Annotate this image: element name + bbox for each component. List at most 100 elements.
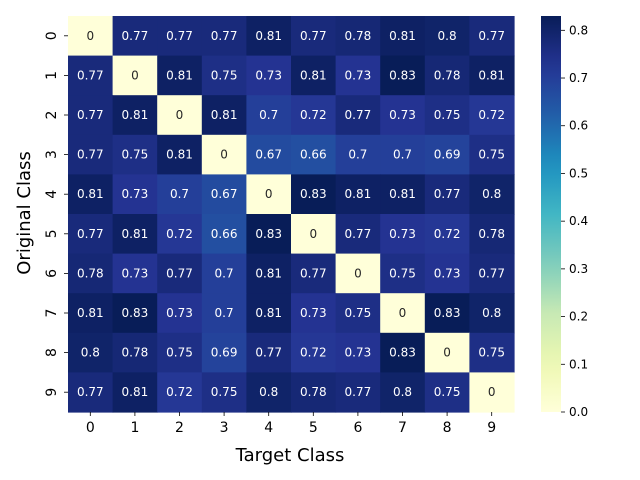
heatmap-cell-value: 0.81 [255, 306, 282, 320]
heatmap-cell-value: 0.81 [122, 385, 149, 399]
heatmap-cell-value: 0.78 [478, 227, 505, 241]
heatmap-cell [112, 253, 158, 294]
heatmap-cell [157, 95, 203, 136]
colorbar-tick-label: 0.3 [569, 262, 588, 276]
heatmap-cell [291, 95, 337, 136]
heatmap-cell-value: 0.69 [211, 346, 238, 360]
heatmap-cells [68, 16, 515, 413]
heatmap-cell [335, 372, 381, 413]
heatmap-cell-value: 0.73 [166, 306, 193, 320]
colorbar-gradient [541, 16, 561, 412]
heatmap-cell-value: 0.81 [166, 68, 193, 82]
heatmap-cell-value: 0.75 [434, 108, 461, 122]
heatmap-cell-value: 0.77 [77, 68, 104, 82]
heatmap-cell-value: 0.8 [438, 29, 457, 43]
x-axis-ticks: 0 1 2 3 4 5 6 7 8 9 [86, 412, 496, 436]
heatmap-cell [424, 95, 470, 136]
heatmap-cell-value: 0.72 [300, 108, 327, 122]
heatmap-cell [68, 372, 114, 413]
heatmap-cell [246, 332, 292, 373]
heatmap-cell-value: 0.72 [166, 385, 193, 399]
heatmap-cell-value: 0.72 [478, 108, 505, 122]
heatmap-cell-value: 0.83 [122, 306, 149, 320]
heatmap-cell [424, 332, 470, 373]
heatmap-cell-value: 0.77 [77, 108, 104, 122]
colorbar-tick-label: 0.6 [569, 119, 588, 133]
heatmap-cell-value: 0.75 [122, 148, 149, 162]
heatmap-cell-value: 0.75 [166, 346, 193, 360]
y-tick-label: 7 [44, 309, 60, 318]
heatmap-cell-value: 0.72 [166, 227, 193, 241]
heatmap-cell [335, 293, 381, 334]
heatmap-cell-value: 0 [309, 227, 317, 241]
heatmap-cell [68, 253, 114, 294]
x-tick-label: 8 [443, 420, 452, 436]
x-tick-label: 7 [398, 420, 407, 436]
heatmap-cell [201, 253, 247, 294]
heatmap-cell [291, 174, 337, 215]
heatmap-cell-value: 0 [220, 148, 228, 162]
heatmap-cell-value: 0.8 [393, 385, 412, 399]
heatmap-cell [335, 214, 381, 255]
heatmap-cell-value: 0.81 [122, 227, 149, 241]
heatmap-cell-value: 0 [265, 187, 273, 201]
heatmap-cell [380, 134, 426, 175]
heatmap-cell [246, 253, 292, 294]
heatmap-cell-value: 0.81 [389, 187, 416, 201]
heatmap-cell-value: 0.73 [389, 227, 416, 241]
heatmap-cell-value: 0.73 [389, 108, 416, 122]
heatmap-cell [424, 253, 470, 294]
heatmap-cell-value: 0.78 [345, 29, 372, 43]
heatmap-cell-value: 0.81 [122, 108, 149, 122]
heatmap-cell [469, 332, 515, 373]
heatmap-cell-value: 0.7 [215, 266, 234, 280]
heatmap-cell [201, 55, 247, 96]
heatmap-cell-value: 0.77 [255, 346, 282, 360]
heatmap-cell-value: 0.73 [434, 266, 461, 280]
heatmap-cell-value: 0.66 [211, 227, 238, 241]
heatmap-cell-value: 0.83 [434, 306, 461, 320]
heatmap-cell [246, 16, 292, 57]
heatmap-cell [112, 95, 158, 136]
heatmap-cell [112, 372, 158, 413]
heatmap-cell [291, 55, 337, 96]
heatmap-cell-value: 0.77 [478, 29, 505, 43]
heatmap-cell [469, 174, 515, 215]
heatmap-cell-value: 0.83 [255, 227, 282, 241]
heatmap-cell-value: 0.75 [389, 266, 416, 280]
heatmap-cell [291, 134, 337, 175]
heatmap-cell-value: 0.77 [300, 266, 327, 280]
heatmap-cell [246, 293, 292, 334]
heatmap-cell [380, 214, 426, 255]
heatmap-cell [157, 332, 203, 373]
heatmap-cell [424, 214, 470, 255]
heatmap-cell [112, 134, 158, 175]
heatmap-cell-value: 0.75 [345, 306, 372, 320]
x-tick-label: 4 [264, 420, 273, 436]
heatmap-cell [112, 16, 158, 57]
heatmap-cell-value: 0.83 [300, 187, 327, 201]
heatmap-cell-value: 0.78 [77, 266, 104, 280]
heatmap-cell [68, 214, 114, 255]
heatmap-cell-value: 0.72 [300, 346, 327, 360]
heatmap-cell-value: 0.81 [345, 187, 372, 201]
heatmap-cell-value: 0.75 [211, 68, 238, 82]
heatmap-cell-value: 0.78 [122, 346, 149, 360]
heatmap-cell-value: 0.77 [345, 385, 372, 399]
heatmap-cell [201, 95, 247, 136]
heatmap-cell-value: 0.7 [393, 148, 412, 162]
heatmap-cell-value: 0.77 [345, 108, 372, 122]
heatmap-cell-value: 0.73 [122, 187, 149, 201]
heatmap-cell-value: 0.77 [211, 29, 238, 43]
heatmap-cell-value: 0 [86, 29, 94, 43]
heatmap-cell [201, 134, 247, 175]
heatmap-cell-value: 0.83 [389, 68, 416, 82]
heatmap-cell [380, 174, 426, 215]
heatmap-cell-value: 0.75 [478, 148, 505, 162]
y-tick-label: 0 [44, 31, 60, 40]
heatmap-cell [380, 332, 426, 373]
colorbar-tick-label: 0.5 [569, 166, 588, 180]
y-axis-label: Original Class [14, 151, 35, 275]
heatmap-cell [380, 372, 426, 413]
heatmap-cell [335, 174, 381, 215]
